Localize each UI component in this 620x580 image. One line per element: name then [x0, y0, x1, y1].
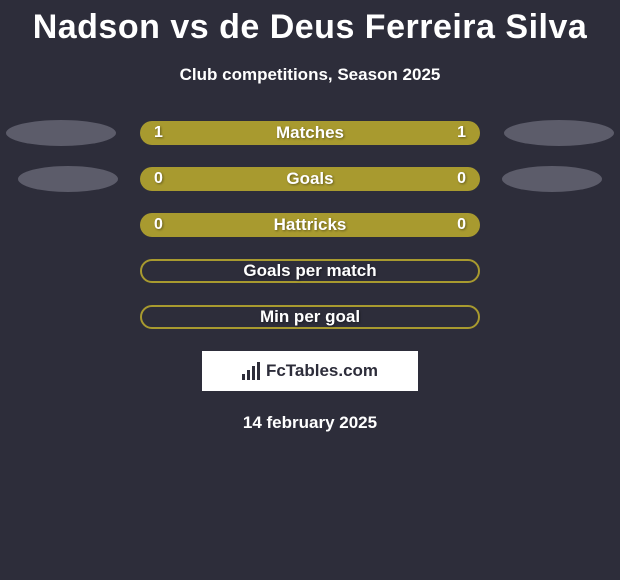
stat-row-matches: 1 Matches 1 — [0, 121, 620, 145]
stat-row-hattricks: 0 Hattricks 0 — [0, 213, 620, 237]
subtitle: Club competitions, Season 2025 — [0, 65, 620, 85]
stat-row-goals-per-match: Goals per match — [0, 259, 620, 283]
stat-label: Min per goal — [260, 307, 360, 327]
brand-box[interactable]: FcTables.com — [202, 351, 418, 391]
chart-icon — [242, 362, 262, 380]
stat-left-value: 0 — [154, 216, 163, 234]
page-title: Nadson vs de Deus Ferreira Silva — [0, 0, 620, 47]
stat-row-min-per-goal: Min per goal — [0, 305, 620, 329]
stat-label: Goals — [286, 169, 333, 189]
stat-bar-min-per-goal: Min per goal — [140, 305, 480, 329]
stat-label: Goals per match — [243, 261, 376, 281]
stat-right-value: 0 — [457, 170, 466, 188]
player-right-avatar — [502, 166, 602, 192]
player-left-avatar — [6, 120, 116, 146]
stat-label: Hattricks — [274, 215, 347, 235]
stat-right-value: 1 — [457, 124, 466, 142]
player-right-avatar — [504, 120, 614, 146]
stat-row-goals: 0 Goals 0 — [0, 167, 620, 191]
stat-bar-hattricks: 0 Hattricks 0 — [140, 213, 480, 237]
date-text: 14 february 2025 — [0, 413, 620, 433]
brand-text: FcTables.com — [266, 361, 378, 381]
stat-bar-matches: 1 Matches 1 — [140, 121, 480, 145]
comparison-area: 1 Matches 1 0 Goals 0 0 Hattricks 0 Goal… — [0, 121, 620, 329]
player-left-avatar — [18, 166, 118, 192]
stat-left-value: 0 — [154, 170, 163, 188]
stat-right-value: 0 — [457, 216, 466, 234]
stat-left-value: 1 — [154, 124, 163, 142]
stat-bar-goals-per-match: Goals per match — [140, 259, 480, 283]
stat-label: Matches — [276, 123, 344, 143]
stat-bar-goals: 0 Goals 0 — [140, 167, 480, 191]
